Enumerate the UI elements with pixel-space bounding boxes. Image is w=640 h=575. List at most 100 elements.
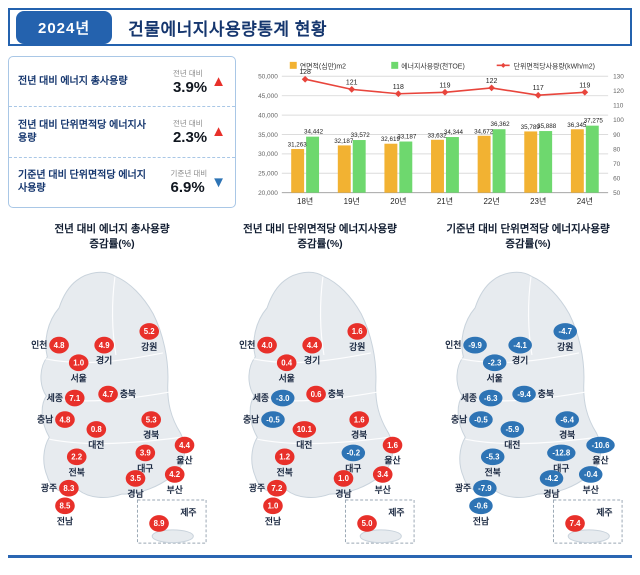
kpi-sub-label: 전년 대비 xyxy=(172,68,203,78)
region-value: -9.9 xyxy=(468,341,482,350)
region-value: -6.4 xyxy=(560,416,574,425)
province-border xyxy=(465,437,598,445)
region-label: 광주 xyxy=(249,483,265,494)
map-title: 기준년 대비 단위면적당 에너지사용량 증감률(%) xyxy=(446,222,609,251)
region-label: 전남 xyxy=(57,516,73,527)
region-label: 대구 xyxy=(137,463,153,474)
region-bubble xyxy=(261,411,285,429)
region-bubble xyxy=(555,411,579,429)
korea-map: -9.9 인천 -2.3 서울 -4.1 경기 -4.7 강원 -6.3 세종 -9.4 충북 -0.5… xyxy=(445,272,623,544)
x-axis-label: 19년 xyxy=(344,196,360,206)
up-arrow-icon: ▲ xyxy=(211,73,226,91)
bar-energy-use xyxy=(445,137,459,193)
map-title-line: 증감률(%) xyxy=(505,237,551,250)
region-value: 0.4 xyxy=(281,359,293,368)
map-panel: 전년 대비 에너지 총사용량 증감률(%) 4.8 인천 1.0 서울 4.9 경기 5.2 강원… xyxy=(8,222,216,547)
left-axis-tick: 25,000 xyxy=(258,171,278,178)
map-panel: 기준년 대비 단위면적당 에너지사용량 증감률(%) -9.9 인천 -2.3 서울 -4.… xyxy=(424,222,632,547)
region-bubble xyxy=(500,421,525,439)
region-bubble xyxy=(553,323,577,341)
right-axis-tick: 120 xyxy=(613,88,624,95)
region-label: 서울 xyxy=(71,373,87,384)
region-value: -3.0 xyxy=(276,394,290,403)
line-value-label: 118 xyxy=(393,84,404,91)
x-axis-label: 22년 xyxy=(484,196,500,206)
energy-trend-chart-wrap: 50,000 45,000 40,000 35,000 30,000 25,000 20,0… xyxy=(246,56,632,208)
region-label: 제주 xyxy=(180,507,196,518)
bar-floor-area xyxy=(337,145,351,193)
region-bubble xyxy=(469,411,493,429)
region-bubble xyxy=(333,470,354,488)
region-label: 전북 xyxy=(69,467,85,478)
line-marker xyxy=(441,88,449,96)
region-value: -0.5 xyxy=(266,416,280,425)
bar-value-label: 34,442 xyxy=(304,129,324,136)
map-title-line: 증감률(%) xyxy=(89,237,135,250)
region-bubble xyxy=(86,421,107,439)
bar-value-label: 32,187 xyxy=(334,138,354,145)
region-label: 충북 xyxy=(120,388,136,399)
bar-value-label: 32,619 xyxy=(381,136,401,143)
region-label: 부산 xyxy=(375,484,391,495)
region-value: 5.3 xyxy=(146,416,158,425)
line-value-label: 119 xyxy=(579,82,590,89)
region-label: 강원 xyxy=(141,341,157,352)
region-label: 부산 xyxy=(167,484,183,495)
region-bubble xyxy=(125,470,146,488)
region-bubble xyxy=(302,337,322,354)
bar-energy-use xyxy=(585,125,599,193)
down-arrow-icon: ▼ xyxy=(211,173,226,191)
region-label: 충남 xyxy=(243,414,259,425)
left-axis-tick: 20,000 xyxy=(258,190,278,197)
region-bubble xyxy=(372,466,393,484)
right-axis-tick: 100 xyxy=(613,117,624,124)
region-label: 인천 xyxy=(31,340,47,350)
left-axis-tick: 45,000 xyxy=(258,93,278,100)
line-marker xyxy=(488,84,495,92)
kpi-label: 기준년 대비 단위면적당 에너지사용량 xyxy=(18,170,146,195)
region-value: 3.5 xyxy=(130,475,142,484)
region-bubble xyxy=(341,444,366,462)
region-bubble xyxy=(539,470,564,488)
kpi-panel: 전년 대비 에너지 총사용량 전년 대비 3.9% ▲ 전년 대비 단위면적당 … xyxy=(8,56,236,208)
province-border xyxy=(257,437,390,445)
up-arrow-icon: ▲ xyxy=(211,123,226,141)
region-label: 전북 xyxy=(277,467,293,478)
legend-label: 에너지사용량(천TOE) xyxy=(401,61,465,70)
region-label: 충남 xyxy=(37,414,53,425)
kpi-value: 3.9% xyxy=(172,78,208,96)
region-bubble xyxy=(267,480,287,497)
region-value: -5.3 xyxy=(486,453,500,462)
kpi-value: 2.3% xyxy=(172,128,208,146)
line-value-label: 119 xyxy=(439,82,450,89)
province-border xyxy=(111,276,117,356)
x-axis-label: 21년 xyxy=(437,196,453,206)
region-value: 10.1 xyxy=(297,426,313,435)
map-title-line: 전년 대비 단위면적당 에너지사용량 xyxy=(243,223,397,235)
kpi-energy-per-area-baseyear: 기준년 대비 단위면적당 에너지사용량 기준년 대비 6.9% ▼ xyxy=(9,156,235,207)
region-label: 전북 xyxy=(485,467,501,478)
region-bubble xyxy=(512,386,536,403)
bar-value-label: 33,572 xyxy=(351,132,371,139)
region-label: 경남 xyxy=(127,488,143,499)
map-title-line: 증감률(%) xyxy=(297,237,343,250)
year-badge: 2024년 xyxy=(16,10,113,44)
region-value: 4.4 xyxy=(307,341,319,350)
region-value: 4.8 xyxy=(60,416,72,425)
x-axis-label: 24년 xyxy=(577,196,593,206)
region-bubble xyxy=(149,515,169,533)
region-bubble xyxy=(463,337,487,354)
region-value: 4.4 xyxy=(179,441,191,450)
region-bubble xyxy=(578,466,603,484)
page-title: 건물에너지사용량통계 현황 xyxy=(128,19,328,39)
korea-map: 4.0 인천 0.4 서울 4.4 경기 1.6 강원 -3.0 세종 0.6 충북 -0.5 충남 10.… xyxy=(239,272,415,544)
region-label: 제주 xyxy=(388,507,404,518)
region-bubble xyxy=(482,354,507,372)
region-bubble xyxy=(469,497,493,515)
region-bubble xyxy=(49,337,69,354)
region-bubble xyxy=(276,354,297,372)
korea-map: 4.8 인천 1.0 서울 4.9 경기 5.2 강원 7.1 세종 4.7 충북 4.8 충남 0.8 대전… xyxy=(31,272,207,544)
region-value: -7.9 xyxy=(478,484,492,493)
region-label: 제주 xyxy=(596,507,612,518)
